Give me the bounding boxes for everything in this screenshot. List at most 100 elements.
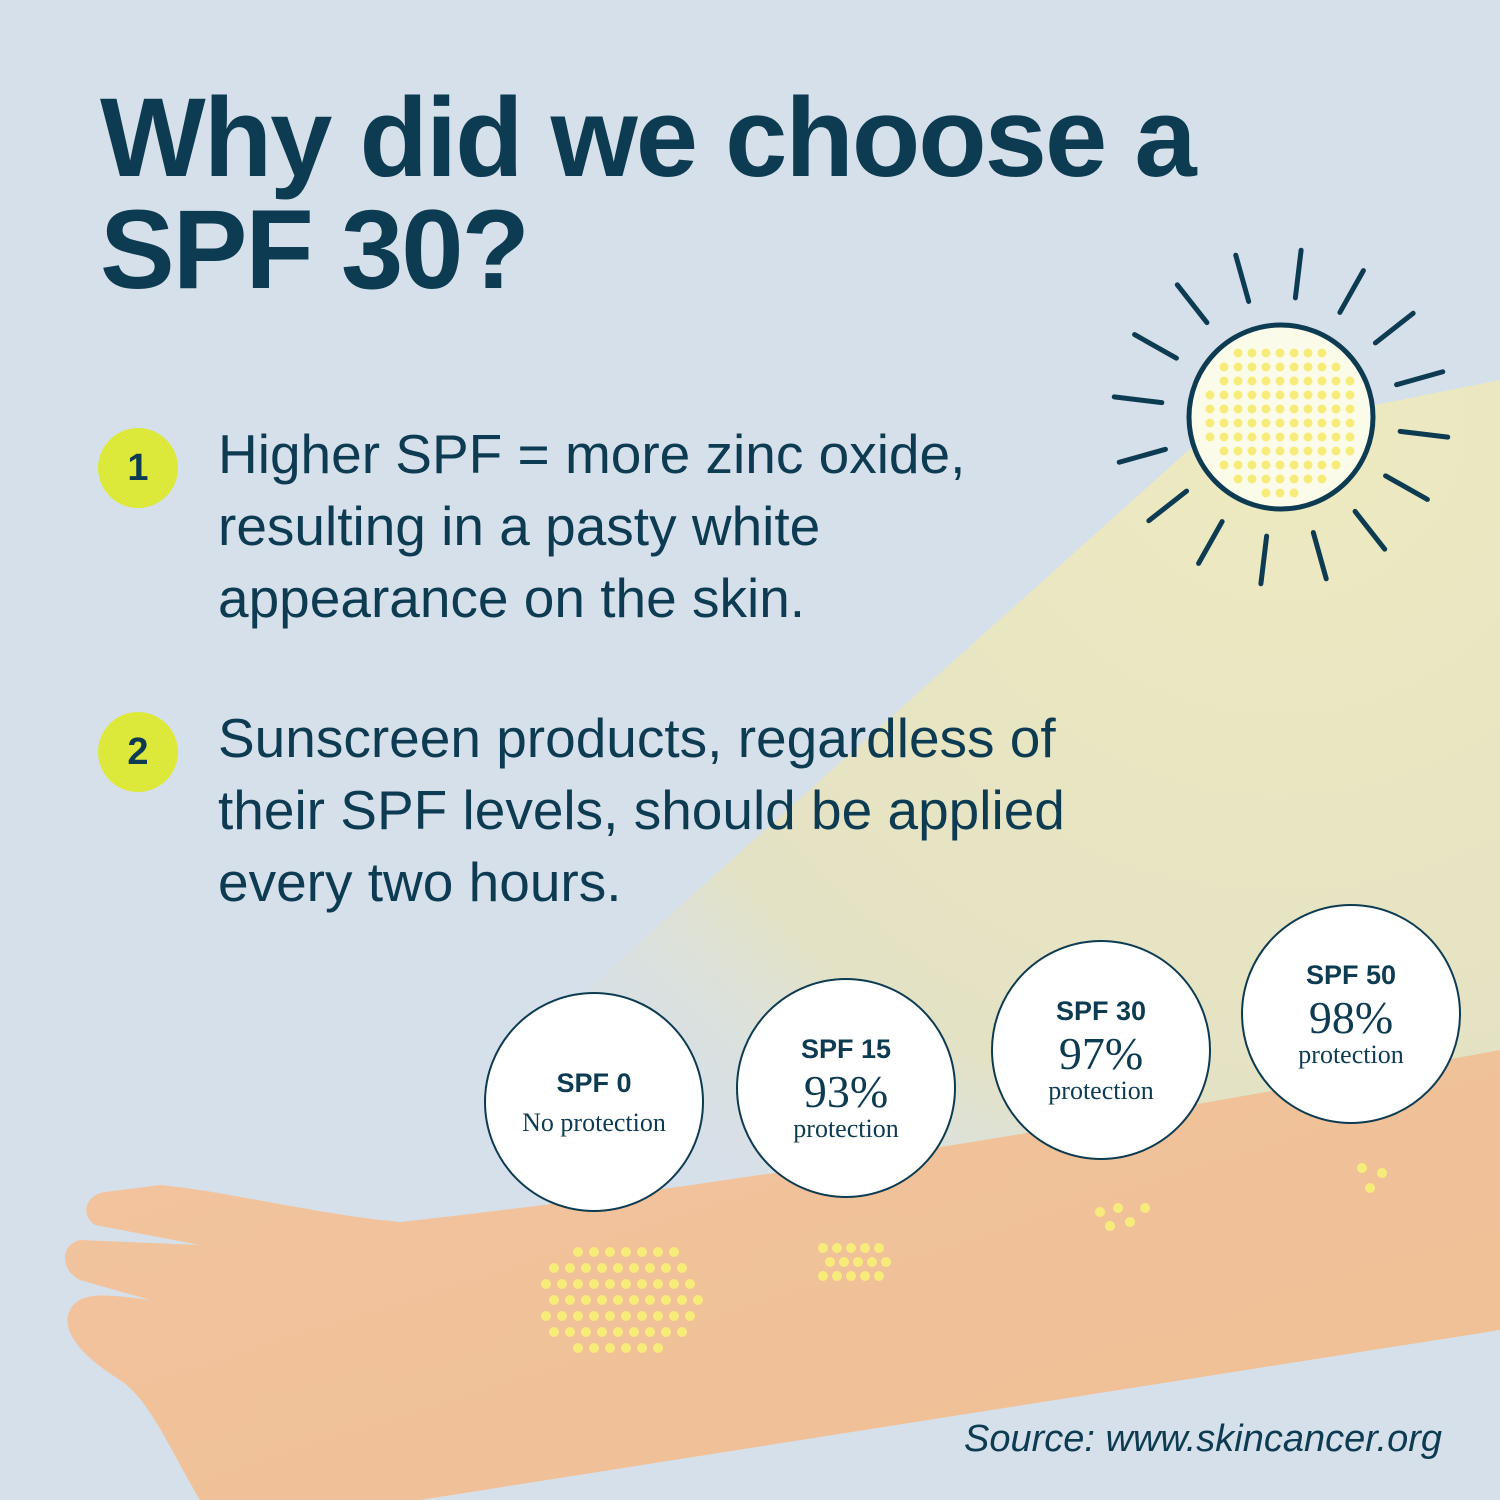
zinc-dot	[1233, 390, 1243, 400]
zinc-dot	[621, 1343, 631, 1353]
zinc-dot	[1289, 488, 1299, 498]
zinc-dot	[549, 1263, 559, 1273]
number-badge: 2	[98, 712, 178, 792]
zinc-dot	[653, 1279, 663, 1289]
zinc-dot	[1275, 362, 1285, 372]
zinc-dot	[573, 1343, 583, 1353]
zinc-dot	[581, 1263, 591, 1273]
zinc-dot	[1233, 404, 1243, 414]
zinc-dot	[1275, 348, 1285, 358]
zinc-dot	[1095, 1207, 1105, 1217]
zinc-dot	[1233, 348, 1243, 358]
spf-15-bubble: SPF 15 93% protection	[736, 978, 956, 1198]
point-2: 2 Sunscreen products, regardless of thei…	[98, 702, 1158, 918]
zinc-dot	[1233, 418, 1243, 428]
zinc-dot	[1289, 446, 1299, 456]
zinc-dot	[874, 1271, 884, 1281]
zinc-dot	[549, 1295, 559, 1305]
zinc-dot	[1275, 404, 1285, 414]
zinc-dot	[1233, 432, 1243, 442]
zinc-dot	[1331, 362, 1341, 372]
zinc-dot	[589, 1311, 599, 1321]
zinc-dot	[669, 1311, 679, 1321]
zinc-dot	[597, 1263, 607, 1273]
zinc-dot	[1219, 390, 1229, 400]
zinc-dot	[613, 1295, 623, 1305]
zinc-dot	[1205, 418, 1215, 428]
zinc-dot	[1331, 432, 1341, 442]
number-badge: 1	[98, 428, 178, 508]
zinc-dot	[832, 1243, 842, 1253]
zinc-dot	[621, 1311, 631, 1321]
zinc-dot	[1261, 460, 1271, 470]
zinc-dot	[1317, 362, 1327, 372]
zinc-dot	[1233, 376, 1243, 386]
spf-label: SPF 30	[1055, 995, 1147, 1026]
zinc-dot	[1261, 390, 1271, 400]
zinc-dot	[605, 1311, 615, 1321]
zinc-dot	[581, 1327, 591, 1337]
zinc-dot	[1261, 418, 1271, 428]
zinc-dot	[629, 1327, 639, 1337]
zinc-dot	[1105, 1221, 1115, 1231]
spf-50-bubble: SPF 50 98% protection	[1241, 904, 1461, 1124]
zinc-dot	[653, 1343, 663, 1353]
zinc-dot	[1233, 446, 1243, 456]
zinc-dot	[669, 1247, 679, 1257]
zinc-dot	[825, 1257, 835, 1267]
zinc-dot	[881, 1257, 891, 1267]
zinc-dot	[1261, 446, 1271, 456]
zinc-dot	[1247, 348, 1257, 358]
sun-ray	[1292, 247, 1304, 301]
zinc-dot	[1275, 460, 1285, 470]
spf-protection: protection	[793, 1113, 899, 1143]
zinc-dot	[581, 1295, 591, 1305]
zinc-dot	[846, 1271, 856, 1281]
zinc-dot	[677, 1327, 687, 1337]
zinc-dot	[1303, 376, 1313, 386]
zinc-dot	[1140, 1203, 1150, 1213]
arm	[65, 1050, 1500, 1500]
point-1: 1 Higher SPF = more zinc oxide, resultin…	[98, 418, 1088, 634]
zinc-dot	[661, 1295, 671, 1305]
zinc-dot	[1247, 432, 1257, 442]
zinc-dot	[1205, 390, 1215, 400]
zinc-dot	[1345, 432, 1355, 442]
zinc-dot	[637, 1279, 647, 1289]
sun-ray	[1258, 533, 1270, 587]
sun-ray	[1310, 530, 1329, 582]
spf-percent: 93%	[803, 1065, 889, 1117]
sun-ray	[1394, 369, 1446, 388]
zinc-dot	[1331, 460, 1341, 470]
zinc-dot	[1303, 432, 1313, 442]
zinc-dot	[1275, 474, 1285, 484]
zinc-dot	[589, 1247, 599, 1257]
zinc-dot	[860, 1243, 870, 1253]
zinc-dot	[541, 1311, 551, 1321]
zinc-dot	[1345, 404, 1355, 414]
zinc-dot	[1317, 460, 1327, 470]
zinc-dot	[1219, 432, 1229, 442]
zinc-dot	[613, 1327, 623, 1337]
zinc-dot	[605, 1279, 615, 1289]
spf-0-bubble: SPF 0 No protection	[484, 992, 704, 1212]
zinc-dot	[1247, 390, 1257, 400]
source-citation: Source: www.skincancer.org	[963, 1418, 1442, 1460]
zinc-dot	[1247, 460, 1257, 470]
zinc-dot	[1303, 348, 1313, 358]
zinc-dot	[573, 1279, 583, 1289]
spf-30-bubble: SPF 30 97% protection	[991, 940, 1211, 1160]
sun-ray	[1337, 268, 1366, 315]
zinc-dot	[1331, 404, 1341, 414]
zinc-dot	[629, 1263, 639, 1273]
zinc-dot	[846, 1243, 856, 1253]
zinc-dot	[1289, 376, 1299, 386]
zinc-dot	[653, 1247, 663, 1257]
zinc-dot	[637, 1247, 647, 1257]
sun-ray	[1372, 310, 1416, 346]
zinc-dot	[597, 1295, 607, 1305]
zinc-dot	[818, 1271, 828, 1281]
zinc-dot	[1247, 474, 1257, 484]
spf-protection: No protection	[522, 1107, 666, 1137]
spf-percent: 98%	[1308, 991, 1394, 1043]
